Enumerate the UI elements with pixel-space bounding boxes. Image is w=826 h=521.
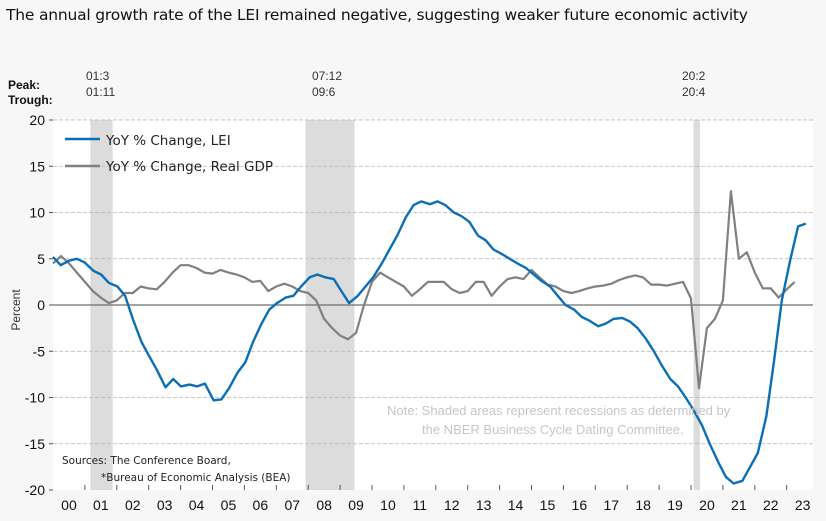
y-tick-label: 10 xyxy=(29,205,45,221)
legend: YoY % Change, LEI YoY % Change, Real GDP xyxy=(65,133,273,175)
recession-2-trough: 09:6 xyxy=(312,85,336,99)
x-tick-label: 23 xyxy=(795,497,811,513)
x-tick-label: 22 xyxy=(763,497,779,513)
note-line-2: the NBER Business Cycle Dating Committee… xyxy=(422,422,684,437)
x-tick-label: 07 xyxy=(284,497,300,513)
series-line-lei xyxy=(52,200,807,485)
legend-label-gdp: YoY % Change, Real GDP xyxy=(105,159,273,175)
recession-1-peak: 01:3 xyxy=(86,69,110,83)
recession-3-peak: 20:2 xyxy=(682,69,706,83)
x-tick-label: 08 xyxy=(316,497,332,513)
x-tick-label: 06 xyxy=(253,497,269,513)
series-lines xyxy=(52,190,807,485)
chart-title: The annual growth rate of the LEI remain… xyxy=(6,6,748,24)
y-tick-label: 20 xyxy=(29,112,45,128)
x-tick-label: 10 xyxy=(380,497,396,513)
x-tick-label: 14 xyxy=(508,497,524,513)
x-tick-label: 02 xyxy=(125,497,141,513)
x-tick-label: 05 xyxy=(221,497,237,513)
peak-label: Peak: xyxy=(8,78,40,92)
sources-line-2: *Bureau of Economic Analysis (BEA) xyxy=(101,472,291,484)
y-axis-ticks: 20 15 10 5 0 -5 -10 -15 -20 xyxy=(25,112,53,498)
x-tick-label: 04 xyxy=(189,497,205,513)
x-tick-label: 19 xyxy=(667,497,683,513)
recession-2-peak: 07:12 xyxy=(312,69,342,83)
x-tick-label: 03 xyxy=(157,497,173,513)
sources-line-1: Sources: The Conference Board, xyxy=(62,455,231,467)
x-axis-ticks: 00 01 02 03 04 05 06 07 08 09 10 11 12 13 14 15 16 17 18 19… xyxy=(61,485,811,513)
x-tick-label: 16 xyxy=(572,497,588,513)
x-tick-label: 00 xyxy=(61,497,77,513)
x-tick-label: 15 xyxy=(540,497,556,513)
x-tick-label: 12 xyxy=(444,497,460,513)
y-tick-label: -15 xyxy=(25,436,45,452)
legend-label-lei: YoY % Change, LEI xyxy=(105,133,231,149)
y-tick-label: 5 xyxy=(37,251,45,267)
x-tick-label: 20 xyxy=(699,497,715,513)
y-tick-label: 15 xyxy=(29,158,45,174)
x-tick-label: 13 xyxy=(476,497,492,513)
x-tick-label: 01 xyxy=(93,497,109,513)
note-line-1: Note: Shaded areas represent recessions … xyxy=(387,403,731,418)
x-tick-label: 17 xyxy=(603,497,619,513)
x-tick-label: 11 xyxy=(413,497,428,513)
recession-1-trough: 01:11 xyxy=(86,85,115,99)
x-tick-label: 18 xyxy=(635,497,651,513)
x-tick-label: 09 xyxy=(348,497,364,513)
series-line-gdp xyxy=(52,190,796,390)
recession-3-trough: 20:4 xyxy=(682,85,706,99)
x-tick-label: 21 xyxy=(731,497,747,513)
y-tick-label: -20 xyxy=(25,482,45,498)
y-tick-label: 0 xyxy=(37,297,45,313)
y-tick-label: -10 xyxy=(25,390,45,406)
trough-label: Trough: xyxy=(8,93,53,107)
y-axis-label: Percent xyxy=(9,289,23,331)
y-tick-label: -5 xyxy=(33,343,46,359)
